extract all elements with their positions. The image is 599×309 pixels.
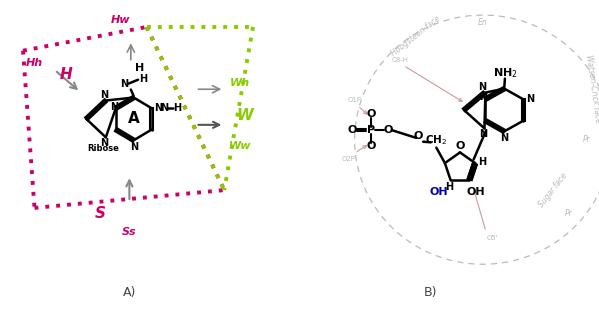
Text: Ribose: Ribose: [87, 144, 119, 153]
Text: Sugar face: Sugar face: [537, 171, 569, 209]
Text: H: H: [139, 74, 147, 83]
Text: O: O: [367, 142, 376, 151]
Text: N: N: [154, 103, 162, 113]
Text: Hoogsteen face: Hoogsteen face: [389, 14, 442, 58]
Text: En: En: [478, 18, 488, 27]
Text: Pr: Pr: [583, 135, 591, 144]
Text: Ss: Ss: [122, 226, 137, 237]
Text: B): B): [424, 286, 438, 299]
Text: O: O: [367, 109, 376, 119]
Text: Wh: Wh: [230, 78, 250, 88]
Text: O2P: O2P: [341, 156, 355, 162]
Text: P: P: [367, 125, 376, 135]
Text: NH$_2$: NH$_2$: [492, 66, 517, 80]
Text: Watson-Crick face: Watson-Crick face: [583, 54, 599, 124]
Text: N: N: [120, 78, 129, 89]
Text: O: O: [383, 125, 393, 135]
Text: N: N: [479, 92, 487, 102]
Text: N: N: [110, 102, 119, 112]
Text: N: N: [100, 138, 108, 148]
Text: O5': O5': [486, 235, 498, 241]
Text: O: O: [413, 131, 423, 142]
Text: Hh: Hh: [26, 57, 43, 68]
Text: Pr: Pr: [565, 209, 572, 218]
Text: OH: OH: [429, 187, 449, 197]
Text: A): A): [123, 286, 136, 299]
Text: H: H: [174, 103, 181, 113]
Text: N: N: [500, 133, 509, 143]
Text: O1P: O1P: [347, 97, 362, 103]
Text: Ww: Ww: [229, 141, 252, 150]
Text: CH$_2$: CH$_2$: [425, 133, 447, 147]
Text: N: N: [478, 82, 486, 92]
Text: A: A: [128, 111, 140, 126]
Text: H: H: [478, 157, 486, 167]
Text: Hw: Hw: [111, 15, 131, 24]
Text: W: W: [236, 108, 253, 123]
Text: N: N: [129, 142, 138, 152]
Text: H: H: [135, 63, 144, 73]
Text: OH: OH: [466, 187, 485, 197]
Text: N: N: [526, 94, 534, 104]
Text: N: N: [479, 129, 487, 139]
Text: S: S: [95, 206, 106, 221]
Text: O: O: [348, 125, 357, 135]
Text: H: H: [445, 182, 453, 192]
Text: N: N: [100, 90, 108, 100]
Text: H: H: [60, 67, 72, 82]
Text: O: O: [455, 141, 465, 151]
Text: C8-H: C8-H: [392, 57, 409, 63]
Text: N: N: [161, 103, 168, 113]
